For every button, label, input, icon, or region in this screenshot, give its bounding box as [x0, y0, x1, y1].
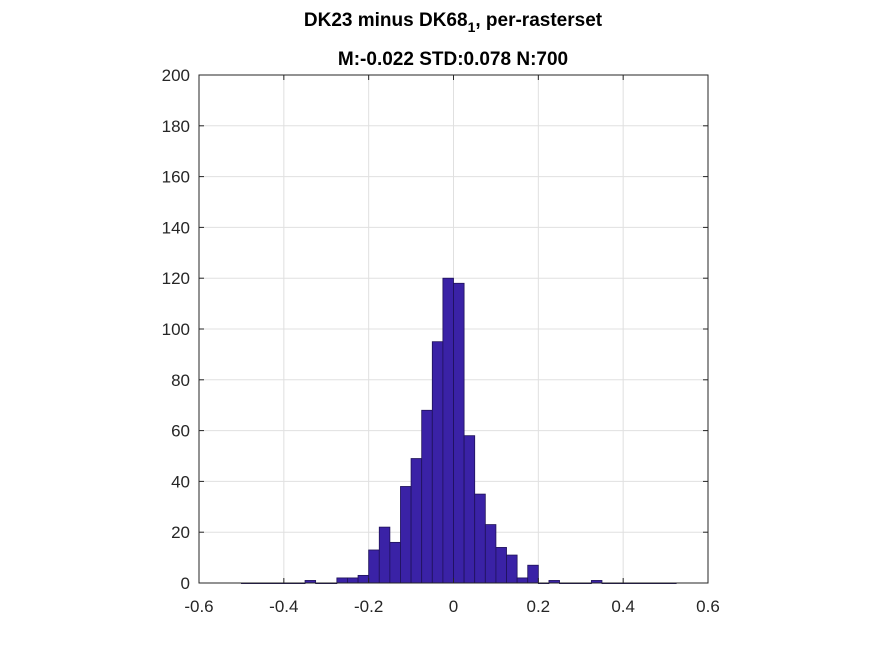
- histogram-bar: [453, 282, 465, 584]
- y-tick-labels: 0 20 40 60 80 100 120 140 160 180 200: [162, 66, 190, 593]
- y-tick-label: 120: [162, 269, 190, 288]
- histogram-bar: [368, 549, 380, 584]
- x-tick-label: 0.6: [696, 597, 720, 616]
- x-tick-label: 0: [449, 597, 458, 616]
- histogram-bar: [442, 277, 454, 584]
- histogram-bar: [431, 341, 444, 584]
- histogram-bar: [347, 577, 359, 584]
- y-tick-label: 80: [171, 371, 190, 390]
- histogram-bar: [400, 486, 412, 584]
- histogram-bar: [410, 458, 423, 584]
- histogram-bar: [506, 554, 518, 584]
- chart-subtitle: M:-0.022 STD:0.078 N:700: [338, 49, 568, 70]
- y-tick-label: 20: [171, 523, 190, 542]
- histogram-bar: [336, 577, 348, 584]
- y-tick-label: 160: [162, 168, 190, 187]
- y-tick-label: 180: [162, 117, 190, 136]
- y-tick-label: 100: [162, 320, 190, 339]
- tick-marks: [198, 74, 709, 584]
- histogram-bar: [474, 493, 486, 584]
- x-tick-labels: -0.6 -0.4 -0.2 0 0.2 0.4 0.6: [184, 597, 719, 616]
- chart-title-subscript: 1: [468, 19, 476, 35]
- x-tick-label: 0.2: [527, 597, 551, 616]
- histogram-bar: [378, 526, 391, 584]
- y-tick-label: 140: [162, 218, 190, 237]
- histogram-bar: [421, 409, 433, 584]
- x-tick-label: 0.4: [611, 597, 635, 616]
- histogram-bar: [484, 524, 497, 584]
- histogram-bar: [357, 574, 370, 584]
- x-tick-label: -0.2: [354, 597, 383, 616]
- histogram-bar: [463, 435, 476, 584]
- y-tick-label: 200: [162, 66, 190, 85]
- histogram-bar: [527, 564, 539, 584]
- x-tick-label: -0.6: [184, 597, 213, 616]
- x-tick-label: -0.4: [269, 597, 298, 616]
- chart-title: DK23 minus DK681, per-rasterset: [304, 10, 603, 35]
- histogram-bar: [389, 541, 401, 584]
- y-tick-label: 0: [181, 574, 190, 593]
- y-tick-label: 40: [171, 472, 190, 491]
- y-tick-label: 60: [171, 422, 190, 441]
- chart-title-main: DK23 minus DK68: [304, 10, 468, 31]
- histogram-bar: [516, 577, 529, 584]
- chart-title-suffix: , per-rasterset: [475, 10, 602, 31]
- histogram-bars: [241, 277, 677, 585]
- histogram-bar: [495, 547, 507, 584]
